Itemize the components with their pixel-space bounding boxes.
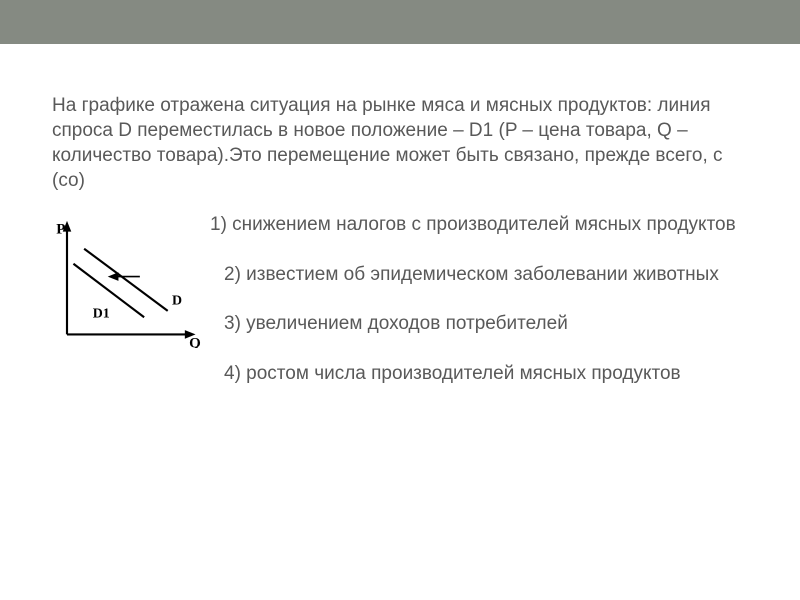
axis-label-p: P xyxy=(56,222,65,238)
option-4: 4) ростом числа производителей мясных пр… xyxy=(210,361,756,386)
lower-row: P Q D D1 1) снижением налогов с производ… xyxy=(52,212,756,386)
curve-d xyxy=(84,249,168,311)
question-text: На графике отражена ситуация на рынке мя… xyxy=(52,93,756,193)
axis-label-q: Q xyxy=(189,336,201,349)
answer-options: 1) снижением налогов с производителей мя… xyxy=(210,212,756,386)
top-bar xyxy=(0,0,800,44)
option-3: 3) увеличением доходов потребителей xyxy=(210,311,756,336)
curve-label-d: D xyxy=(172,294,182,309)
shift-arrow-icon xyxy=(108,273,119,282)
option-1: 1) снижением налогов с производителей мя… xyxy=(210,212,756,237)
option-2: 2) известием об эпидемическом заболевани… xyxy=(210,262,756,287)
curve-label-d1: D1 xyxy=(93,307,110,322)
demand-shift-diagram: P Q D D1 xyxy=(52,212,202,353)
slide-content: На графике отражена ситуация на рынке мя… xyxy=(0,44,800,386)
